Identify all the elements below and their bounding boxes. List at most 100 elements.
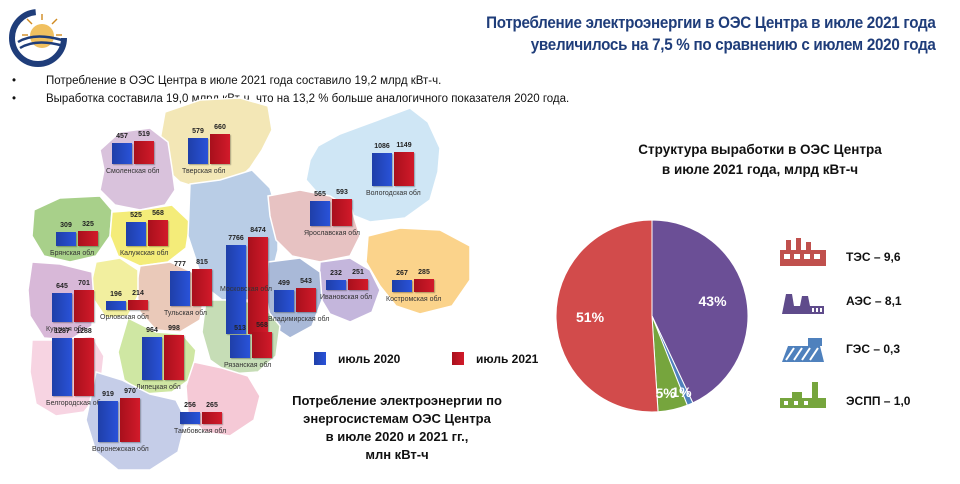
bar-value-2021: 1288 <box>76 328 92 336</box>
bar-2021 <box>248 236 268 334</box>
pie-title-line-1: Структура выработки в ОЭС Центра <box>638 142 882 157</box>
bar-2021 <box>394 151 414 186</box>
bar-value-2020: 256 <box>184 402 196 410</box>
pie-slice <box>651 219 749 404</box>
generation-pie-chart <box>555 219 749 413</box>
bar-value-2020: 1086 <box>374 143 390 151</box>
map-caption-line: млн кВт-ч <box>365 447 429 462</box>
bar-2021 <box>296 287 316 312</box>
region-label: Ивановская обл <box>320 294 372 301</box>
bar-value-2021: 701 <box>78 280 90 288</box>
title-line-1: Потребление электроэнергии в ОЭС Центра … <box>486 14 936 32</box>
bar-2021 <box>202 412 222 424</box>
bar-value-2020: 565 <box>314 190 326 198</box>
bar-value-2021: 593 <box>336 189 348 197</box>
region-label: Рязанская обл <box>224 362 272 369</box>
ges-icon <box>782 338 824 362</box>
bar-2020 <box>188 137 208 164</box>
bullet-generation: Выработка составила 19,0 млрд кВт-ч, что… <box>8 90 708 108</box>
legend-2021-label: июль 2021 <box>476 352 539 366</box>
bar-value-2021: 8474 <box>250 226 266 234</box>
bar-2020 <box>142 336 162 380</box>
bar-2020 <box>226 244 246 334</box>
bar-value-2021: 265 <box>206 402 218 410</box>
bar-value-2021: 998 <box>168 325 180 333</box>
bar-2021 <box>210 134 230 164</box>
bar-2020 <box>230 334 250 358</box>
bar-2021 <box>332 199 352 226</box>
bar-value-2020: 513 <box>234 324 246 332</box>
bar-value-2021: 285 <box>418 269 430 277</box>
bar-value-2020: 525 <box>130 212 142 220</box>
bar-2021 <box>128 300 148 310</box>
bullet-consumption: Потребление в ОЭС Центра в июле 2021 год… <box>8 72 708 90</box>
region-label: Тульская обл <box>164 310 207 317</box>
bar-2020 <box>126 222 146 246</box>
aes-icon <box>782 294 824 314</box>
bar-value-2020: 777 <box>174 261 186 269</box>
bar-value-2020: 309 <box>60 222 72 230</box>
bar-value-2021: 568 <box>256 322 268 330</box>
legend-2020-label: июль 2020 <box>338 352 401 366</box>
tes-icon <box>780 238 826 266</box>
bar-2020 <box>112 143 132 164</box>
map-caption-line: энергосистемам ОЭС Центра <box>303 411 491 426</box>
bar-2020 <box>392 279 412 292</box>
bar-value-2021: 251 <box>352 268 364 276</box>
espp-icon <box>780 382 826 408</box>
bar-value-2020: 964 <box>146 326 158 334</box>
region-label: Воронежская обл <box>92 446 149 453</box>
region-label: Белгородская обл <box>46 400 105 407</box>
slide-title: Потребление электроэнергии в ОЭС Центра … <box>486 12 936 56</box>
region-shape <box>265 257 323 339</box>
region-label: Смоленская обл <box>106 168 160 175</box>
bar-value-2020: 232 <box>330 269 342 277</box>
bar-2020 <box>106 301 126 310</box>
pie-slice-label: 1% <box>671 384 692 401</box>
legend-2021-swatch <box>452 352 464 365</box>
bar-2020 <box>180 412 200 424</box>
bar-value-2021: 815 <box>196 259 208 267</box>
source-espp: ЭСПП – 1,0 <box>846 394 911 408</box>
region-label: Тамбовская обл <box>174 428 227 435</box>
bar-2020 <box>372 153 392 186</box>
source-aes: АЭС – 8,1 <box>846 294 902 308</box>
bar-2021 <box>252 332 272 358</box>
bar-2021 <box>120 398 140 442</box>
region-label: Калужская обл <box>120 250 169 257</box>
bar-2020 <box>310 200 330 226</box>
bar-2020 <box>56 232 76 246</box>
map-caption-line: Потребление электроэнергии по <box>292 393 502 408</box>
region-label: Ярославская обл <box>304 230 360 237</box>
legend-2020-swatch <box>314 352 326 365</box>
bar-value-2020: 499 <box>278 279 290 287</box>
bar-2021 <box>78 231 98 246</box>
bar-value-2020: 1287 <box>54 328 70 336</box>
bar-value-2020: 196 <box>110 291 122 299</box>
bar-value-2020: 645 <box>56 282 68 290</box>
region-label: Курская обл <box>46 326 86 333</box>
bar-value-2021: 325 <box>82 221 94 229</box>
bar-value-2021: 519 <box>138 130 150 138</box>
pie-slice-label: 51% <box>576 308 605 325</box>
pie-slice <box>555 219 659 413</box>
map-caption-line: в июле 2020 и 2021 гг., <box>325 429 469 444</box>
bar-value-2021: 970 <box>124 388 136 396</box>
pie-slice-label: 43% <box>698 293 727 310</box>
region-label: Вологодская обл <box>366 190 421 197</box>
bar-2021 <box>348 278 368 290</box>
bar-value-2021: 1149 <box>396 141 412 149</box>
bar-2020 <box>98 400 118 442</box>
region-label: Брянская обл <box>50 250 95 257</box>
region-label: Московская обл <box>220 286 272 293</box>
bar-value-2020: 457 <box>116 133 128 141</box>
region-shape <box>365 227 471 315</box>
bar-value-2021: 543 <box>300 277 312 285</box>
bar-2021 <box>134 140 154 164</box>
pie-slice-label: 5% <box>655 385 676 402</box>
bar-2021 <box>148 220 168 246</box>
bar-2021 <box>74 290 94 322</box>
bar-value-2020: 267 <box>396 269 408 277</box>
bar-2021 <box>164 335 184 380</box>
